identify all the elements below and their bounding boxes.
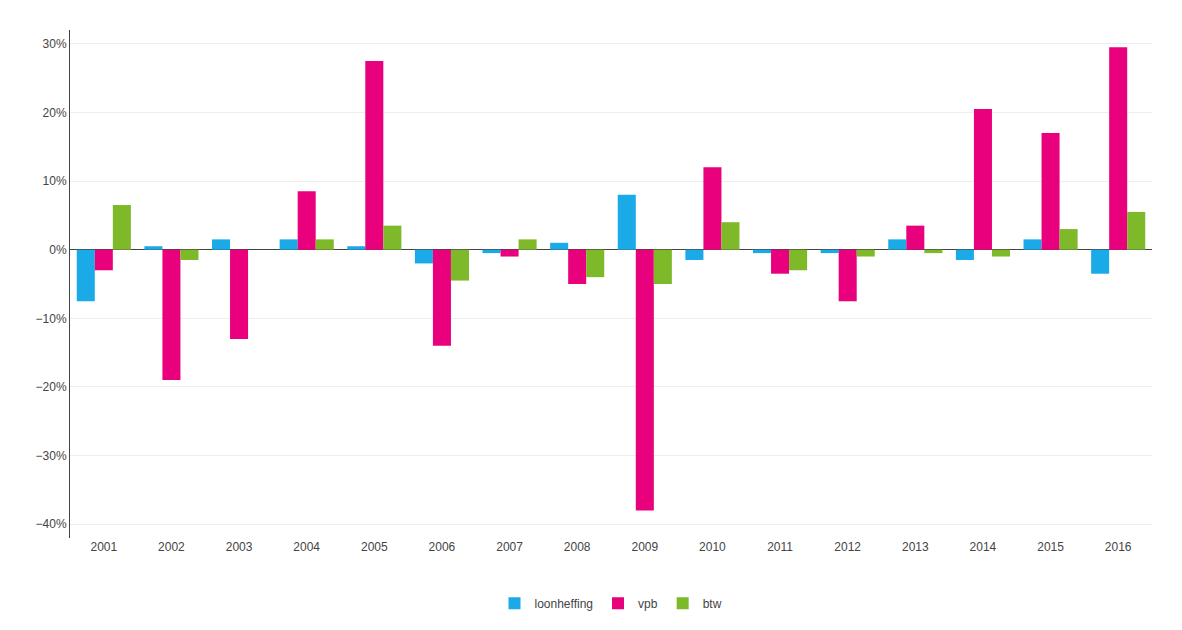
svg-text:2011: 2011	[767, 540, 793, 554]
svg-text:30%: 30%	[43, 37, 67, 51]
svg-text:2009: 2009	[631, 540, 658, 554]
svg-text:vpb: vpb	[638, 597, 658, 611]
svg-text:0%: 0%	[49, 243, 67, 257]
svg-text:2007: 2007	[496, 540, 523, 554]
svg-text:2008: 2008	[564, 540, 591, 554]
svg-text:2010: 2010	[699, 540, 726, 554]
svg-text:loonheffing: loonheffing	[535, 597, 594, 611]
svg-text:10%: 10%	[43, 174, 67, 188]
svg-text:2003: 2003	[226, 540, 253, 554]
svg-text:2002: 2002	[158, 540, 185, 554]
svg-text:2005: 2005	[361, 540, 388, 554]
svg-text:2012: 2012	[834, 540, 861, 554]
svg-text:2006: 2006	[429, 540, 456, 554]
svg-text:−30%: −30%	[36, 449, 67, 463]
svg-text:2014: 2014	[970, 540, 997, 554]
svg-text:−40%: −40%	[36, 517, 67, 531]
svg-text:2015: 2015	[1037, 540, 1064, 554]
svg-text:2016: 2016	[1105, 540, 1132, 554]
svg-text:2013: 2013	[902, 540, 929, 554]
svg-text:−20%: −20%	[36, 380, 67, 394]
svg-text:btw: btw	[703, 597, 722, 611]
svg-text:2001: 2001	[90, 540, 117, 554]
svg-text:20%: 20%	[43, 106, 67, 120]
svg-text:−10%: −10%	[36, 312, 67, 326]
svg-text:2004: 2004	[293, 540, 320, 554]
